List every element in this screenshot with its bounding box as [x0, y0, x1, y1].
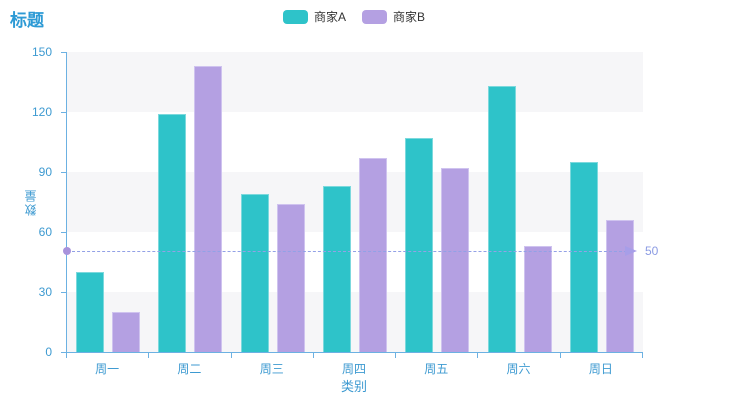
y-axis-tick	[61, 52, 66, 53]
legend-label: 商家A	[313, 10, 346, 24]
y-axis-tick-label: 60	[38, 225, 52, 239]
bar-group	[67, 52, 149, 352]
y-axis-tick-label: 120	[31, 105, 52, 119]
legend-swatch-series-a	[282, 9, 308, 24]
bar[interactable]	[358, 158, 387, 352]
x-axis-tick	[66, 353, 67, 358]
markline-label: 50	[645, 244, 659, 258]
y-axis-tick	[61, 232, 66, 233]
bar[interactable]	[405, 138, 434, 352]
legend: 商家A 商家B	[66, 8, 642, 25]
y-axis-tick	[61, 172, 66, 173]
legend-label: 商家B	[393, 10, 426, 24]
legend-swatch-series-b	[362, 9, 387, 24]
bar[interactable]	[487, 86, 516, 352]
bar[interactable]	[76, 272, 105, 352]
y-axis-tick	[61, 292, 66, 293]
markline-arrow-icon	[625, 246, 637, 256]
bar[interactable]	[240, 194, 269, 352]
y-axis-tick-label: 90	[38, 165, 52, 179]
split-area-band	[67, 52, 643, 112]
y-axis-tick-label: 0	[45, 345, 52, 359]
x-axis-labels: 周一 周二 周三 周四 周五 周六 周日	[66, 360, 642, 377]
bar[interactable]	[605, 220, 634, 352]
y-axis-tick	[61, 112, 66, 113]
x-axis-tick	[559, 353, 561, 358]
x-axis-tick	[395, 353, 397, 358]
x-axis-tick-label: 周一	[95, 362, 120, 376]
x-axis-tick	[642, 353, 643, 358]
x-axis-tick	[477, 353, 479, 358]
plot-area: 50	[63, 52, 658, 353]
markline-dot-icon	[63, 247, 71, 255]
chart-title: 标题	[10, 11, 44, 30]
bar[interactable]	[276, 204, 305, 352]
bar-group	[561, 52, 643, 352]
bar-group	[478, 52, 560, 352]
bar[interactable]	[158, 114, 187, 352]
bar[interactable]	[194, 66, 223, 352]
x-axis-tick-label: 周五	[424, 362, 449, 376]
bar[interactable]	[322, 186, 351, 352]
x-axis-tick-label: 周日	[588, 362, 613, 376]
bar-group	[232, 52, 314, 352]
x-axis-ticks	[66, 353, 643, 358]
bar[interactable]	[441, 168, 470, 352]
y-axis-tick-label: 150	[31, 45, 52, 59]
x-axis-tick-label: 周二	[177, 362, 202, 376]
markline-dash	[67, 251, 627, 252]
y-axis-tick	[61, 352, 66, 353]
y-axis-labels: 0 30 60 90 120 150	[0, 45, 66, 359]
x-axis-name: 类别	[340, 379, 367, 394]
x-axis-tick-label: 周三	[259, 362, 284, 376]
x-axis-tick	[148, 353, 150, 358]
x-axis-tick	[312, 353, 314, 358]
x-axis-tick-label: 周四	[341, 362, 366, 376]
x-axis-tick	[230, 353, 232, 358]
bar[interactable]	[523, 246, 552, 352]
legend-item-series-b[interactable]: 商家B	[362, 8, 425, 25]
bar-group	[396, 52, 478, 352]
bar[interactable]	[569, 162, 598, 352]
legend-item-series-a[interactable]: 商家A	[282, 8, 346, 25]
x-axis-tick-label: 周六	[506, 362, 531, 376]
bar-group	[314, 52, 396, 352]
bar[interactable]	[112, 312, 141, 352]
bar-groups	[67, 52, 643, 352]
y-axis-tick-label: 30	[38, 285, 52, 299]
bar-group	[149, 52, 231, 352]
